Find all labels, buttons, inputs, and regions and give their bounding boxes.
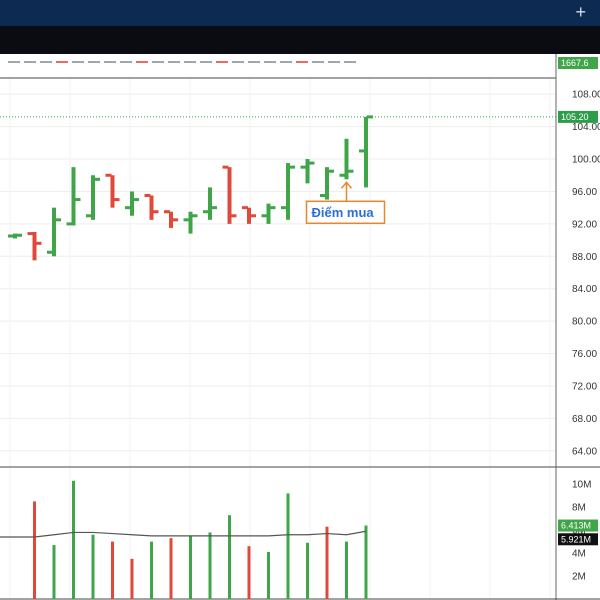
volume-bar: [345, 541, 348, 599]
volume-bar: [306, 542, 309, 599]
ohlc-bar: [339, 138, 354, 180]
price-tick-label: 80.00: [572, 317, 597, 328]
ohlc-bar: [27, 231, 42, 261]
history-strip: [8, 61, 356, 63]
price-tick-label: 84.00: [572, 284, 597, 295]
history-mini-bar: [216, 61, 228, 63]
ohlc-bar: [105, 173, 120, 208]
history-mini-bar: [168, 61, 180, 63]
history-mini-bar: [152, 61, 164, 63]
history-mini-bar: [232, 61, 244, 63]
volume-tick-label: 4M: [572, 549, 586, 560]
volume-ma-line: [0, 530, 367, 538]
new-tab-button[interactable]: +: [575, 2, 586, 22]
ohlc-bar: [261, 203, 276, 224]
price-tick-label: 96.00: [572, 187, 597, 198]
price-tick-label: 108.00: [572, 90, 600, 101]
price-tick-label: 88.00: [572, 252, 597, 263]
volume-bar: [169, 538, 173, 599]
history-mini-bar: [280, 61, 292, 63]
volume-label: 6.413M: [561, 521, 591, 531]
price-axis: 108.00 104.00 100.00 96.00 92.00 88.00 84.00 80…: [572, 90, 600, 458]
history-mini-bar: [312, 61, 324, 63]
volume-bar: [130, 558, 134, 599]
ohlc-bar: [203, 187, 217, 220]
ohlc-bar: [144, 194, 159, 220]
volume-bar: [150, 541, 153, 599]
ohlc-bar: [86, 175, 100, 220]
ohlc-bar: [125, 191, 139, 216]
history-mini-bar: [296, 61, 308, 63]
history-mini-bar: [328, 61, 340, 63]
buy-point-annotation: Điểm mua: [305, 181, 386, 225]
ohlc-bar: [300, 159, 315, 184]
history-mini-bar: [72, 61, 84, 63]
ohlc-bar: [222, 165, 237, 224]
price-tick-label: 76.00: [572, 349, 597, 360]
volume-bar: [33, 501, 36, 599]
price-tick-label: 104.00: [572, 122, 600, 133]
volume-bar: [189, 535, 192, 599]
ohlc-bar: [242, 206, 256, 224]
history-mini-bar: [184, 61, 196, 63]
volume-bar: [91, 534, 95, 599]
history-mini-bar: [344, 61, 356, 63]
volume-ma-badge: [558, 533, 598, 546]
volume-bar: [286, 493, 290, 599]
volume-bar: [364, 525, 368, 599]
history-mini-bar: [104, 61, 116, 63]
history-mini-bar: [248, 61, 260, 63]
volume-bars: [33, 480, 368, 599]
top-value-label: 1667.6: [561, 58, 589, 68]
volume-bar: [267, 551, 270, 599]
annotation-arrow: [340, 181, 353, 202]
history-mini-bar: [88, 61, 100, 63]
volume-ma-label: 5.921M: [561, 534, 591, 544]
ohlc-bar: [164, 210, 178, 228]
ohlc-bar: [47, 207, 61, 257]
annotation-label: Điểm mua: [312, 205, 375, 220]
volume-bar: [325, 526, 329, 599]
history-mini-bar: [200, 61, 212, 63]
ohlc-bar: [8, 233, 22, 239]
volume-badge: [558, 519, 598, 532]
history-mini-bar: [56, 61, 68, 63]
price-volume-chart: 108.00 104.00 100.00 96.00 92.00 88.00 84.00 80…: [0, 54, 600, 600]
top-value-badge: [558, 57, 598, 69]
ohlc-bar: [320, 167, 334, 200]
price-tick-label: 100.00: [572, 155, 600, 166]
grid-lines: [0, 78, 556, 599]
history-mini-bar: [24, 61, 36, 63]
ohlc-bar: [281, 163, 295, 220]
ohlc-bar: [359, 115, 373, 188]
tab-strip: +: [0, 0, 600, 26]
volume-bar: [228, 515, 231, 599]
axis-badges: 1667.6 105.20 6.413M 5.921M: [558, 57, 598, 546]
volume-bar: [111, 541, 114, 599]
volume-tick-label: 10M: [572, 480, 591, 491]
ohlc-bars: [8, 115, 373, 261]
last-price-label: 105.20: [561, 112, 589, 122]
price-tick-label: 72.00: [572, 381, 597, 392]
price-tick-label: 92.00: [572, 219, 597, 230]
history-mini-bar: [264, 61, 276, 63]
history-mini-bar: [120, 61, 132, 63]
annotation-box: [305, 200, 386, 225]
price-tick-label: 68.00: [572, 414, 597, 425]
chart-toolbar: [0, 26, 600, 76]
ohlc-bar: [183, 211, 198, 234]
history-mini-bar: [40, 61, 52, 63]
price-tick-label: 64.00: [572, 446, 597, 457]
ohlc-bar: [66, 167, 81, 226]
history-mini-bar: [8, 61, 20, 63]
history-mini-bar: [136, 61, 148, 63]
volume-bar: [247, 546, 251, 599]
volume-bar: [208, 532, 212, 599]
volume-tick-label: 8M: [572, 503, 586, 514]
volume-tick-label: 2M: [572, 572, 586, 583]
volume-bar: [52, 545, 56, 599]
last-price-badge: [558, 110, 598, 123]
volume-bar: [72, 480, 75, 599]
